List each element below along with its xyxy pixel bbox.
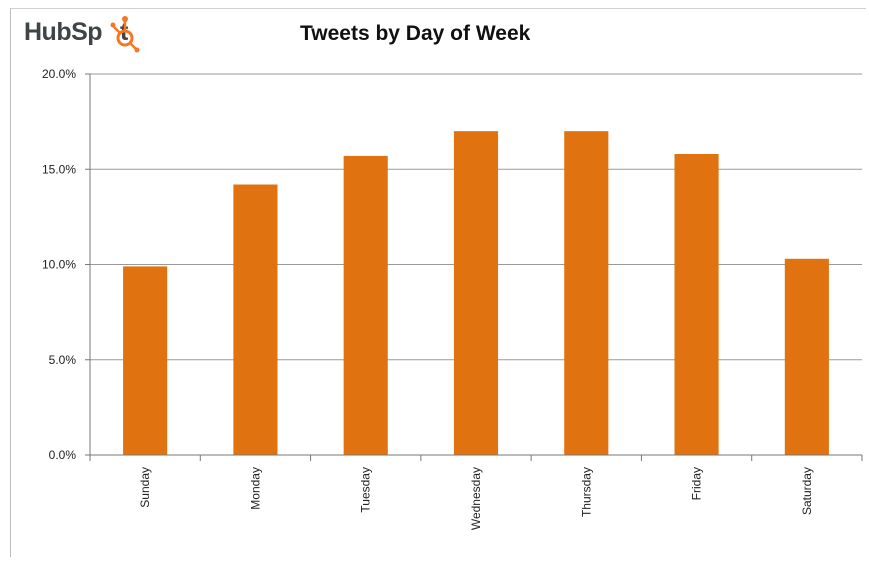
bar-tuesday [343, 155, 388, 456]
x-tick-label: Sunday [138, 467, 152, 508]
x-tick-label: Monday [248, 467, 262, 510]
chart-frame [10, 8, 866, 557]
y-tick-label: 20.0% [42, 67, 76, 81]
sprocket-icon [110, 16, 140, 53]
bar-wednesday [453, 131, 499, 455]
bar-sunday [123, 266, 168, 455]
x-tick-label: Friday [690, 467, 704, 500]
bars [123, 131, 829, 456]
bar-monday [233, 184, 278, 456]
chart-title: Tweets by Day of Week [300, 22, 531, 45]
x-tick-label: Saturday [800, 467, 814, 515]
y-tick-label: 5.0% [49, 353, 77, 367]
bar-thursday [564, 131, 609, 455]
axes [85, 73, 863, 461]
x-tick-label: Tuesday [359, 467, 373, 513]
bar-saturday [784, 258, 829, 455]
x-tick-label: Thursday [579, 467, 593, 517]
labels: 0.0% 5.0% 10.0% 15.0% 20.0% Sunday Monday Tuesd… [42, 67, 814, 530]
y-tick-label: 15.0% [42, 162, 76, 176]
bar-friday [674, 154, 719, 455]
x-tick-label: Wednesday [469, 467, 483, 530]
y-tick-label: 10.0% [42, 258, 76, 272]
y-tick-label: 0.0% [49, 448, 77, 462]
